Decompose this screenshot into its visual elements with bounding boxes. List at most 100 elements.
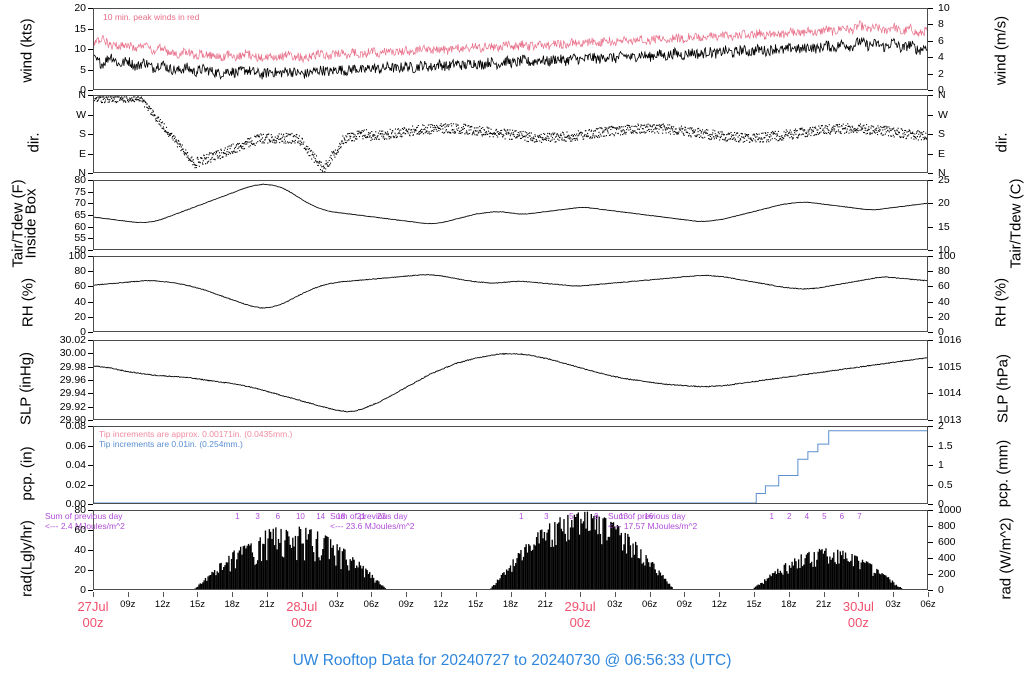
x-tick-mark <box>614 592 616 597</box>
wind-ytick-right: 2 <box>938 67 944 80</box>
wind-ytick-right: 4 <box>938 51 944 64</box>
x-tick-mark <box>440 592 442 597</box>
rad-hour-label: 3 <box>255 512 260 521</box>
temp-ytickmark-left <box>88 238 93 240</box>
axis-label-slp-right: SLP (hPa) <box>994 354 1012 423</box>
x-axis-hour-label: 06z <box>641 599 658 610</box>
rad-ytick-right: 0 <box>938 584 944 596</box>
dir-ytick-right: W <box>938 108 948 121</box>
rad-hour-label: 13 <box>619 512 629 521</box>
x-axis-hour-label: 06z <box>920 599 936 610</box>
x-axis-day-label: 27Jul <box>77 599 109 614</box>
rh-ytick-left: 0 <box>80 326 86 338</box>
x-tick-mark <box>475 592 477 597</box>
x-axis-hour-label: 18z <box>502 599 519 610</box>
rh-ytick-left: 80 <box>74 265 86 278</box>
panel-temperature <box>93 180 928 250</box>
rad-ytickmark-right <box>928 542 933 543</box>
x-axis-day-hour-label: 00z <box>569 615 591 630</box>
rh-ytick-right: 60 <box>938 280 950 293</box>
rad-ytick-left: 80 <box>74 504 86 516</box>
pcp-ytick-left: 0.08 <box>65 420 86 432</box>
rad-hour-label: 1 <box>769 512 774 521</box>
x-axis-hour-label: 15z <box>189 599 206 610</box>
rad-hour-label: 4 <box>804 512 810 521</box>
x-tick-mark <box>719 592 721 597</box>
temp-ytick-right: 10 <box>938 244 950 256</box>
slp-ytick-left: 29.96 <box>59 374 86 386</box>
dir-ytickmark-right <box>928 95 933 96</box>
rad-ytickmark-left <box>88 530 93 531</box>
pcp-ytick-right: 1.5 <box>938 439 953 452</box>
x-axis-hour-label: 21z <box>259 599 275 610</box>
temp-ytick-left: 50 <box>74 244 86 256</box>
x-tick-mark <box>823 592 825 597</box>
rh-ytickmark-left <box>88 301 93 303</box>
temp-ytickmark-left <box>88 250 93 251</box>
rh-ytickmark-right <box>928 301 933 303</box>
rad-ytick-right: 1000 <box>938 504 962 516</box>
dir-ytick-right: S <box>938 128 946 140</box>
slp-ytickmark-left <box>88 420 93 421</box>
slp-trace <box>94 352 927 413</box>
temp-ytickmark-right <box>928 203 933 205</box>
rad-ytick-left: 40 <box>74 544 86 556</box>
dir-ytickmark-right <box>928 173 933 174</box>
x-axis-hour-label: 21z <box>537 599 553 610</box>
dir-ytickmark-left <box>88 95 93 96</box>
pcp-ytickmark-left <box>88 445 93 447</box>
pcp-ytickmark-right <box>928 484 933 486</box>
rad-hour-label: 16 <box>644 512 654 521</box>
temp-ytickmark-left <box>88 226 93 228</box>
temp-ytick-left: 70 <box>74 197 86 210</box>
pcp-ytick-left: 0.00 <box>65 498 86 510</box>
temp-ytickmark-right <box>928 180 933 181</box>
x-tick-mark <box>301 592 303 597</box>
panel-direction <box>93 95 928 173</box>
rad-hour-label: 10 <box>295 512 305 521</box>
pcp-ytick-right: 2 <box>938 420 944 432</box>
x-axis-hour-label: 21z <box>815 599 832 610</box>
rad-hour-label: 21 <box>356 512 366 521</box>
rad-ytickmark-right <box>928 510 933 511</box>
slp-ytick-right: 1014 <box>938 387 962 400</box>
pcp-ytickmark-left <box>88 484 93 486</box>
pcp-ytick-left: 0.06 <box>65 439 86 452</box>
rad-ytick-right: 200 <box>938 568 956 580</box>
wind-ytickmark-left <box>88 69 93 71</box>
dir-ytickmark-right <box>928 114 933 116</box>
pcp-ytickmark-left <box>88 465 93 466</box>
slp-ytick-left: 30.00 <box>59 347 86 360</box>
wind-ytick-left: 15 <box>74 22 86 35</box>
temp-ytickmark-left <box>88 215 93 216</box>
slp-ytickmark-left <box>88 393 93 395</box>
rad-ytickmark-left <box>88 510 93 511</box>
pcp-ytickmark-right <box>928 445 933 447</box>
slp-ytick-left: 29.94 <box>59 387 86 400</box>
rh-ytick-left: 40 <box>74 295 86 308</box>
pcp-ytick-left: 0.04 <box>65 459 86 471</box>
rh-ytick-left: 60 <box>74 280 86 293</box>
panel-wind <box>93 8 928 90</box>
x-axis-hour-label: 12z <box>154 599 171 610</box>
dir-ytickmark-right <box>928 134 933 135</box>
x-axis-hour-label: 09z <box>120 599 136 610</box>
x-tick-mark <box>197 592 199 597</box>
pcp-step-trace <box>94 430 927 503</box>
temp-ytickmark-left <box>88 180 93 181</box>
rh-ytickmark-left <box>88 256 93 257</box>
rh-ytick-left: 20 <box>74 310 86 323</box>
pcp-tip-annotation-pink: Tip increments are approx. 0.00171in. (0… <box>99 429 293 439</box>
pcp-ytickmark-right <box>928 504 933 505</box>
rad-sum-label-2: Sum of previous day <box>330 511 408 521</box>
x-tick-mark <box>649 592 651 597</box>
x-tick-mark <box>545 592 547 597</box>
x-axis-day-label: 30Jul <box>842 599 874 614</box>
rh-ytickmark-right <box>928 256 933 257</box>
pcp-ytick-right: 0.5 <box>938 478 953 491</box>
temp-ytick-left: 75 <box>74 185 86 198</box>
rh-ytick-right: 0 <box>938 326 944 338</box>
temp-ytick-left: 65 <box>74 209 86 221</box>
dir-ytick-left: N <box>78 89 86 101</box>
rad-ytickmark-right <box>928 574 933 575</box>
